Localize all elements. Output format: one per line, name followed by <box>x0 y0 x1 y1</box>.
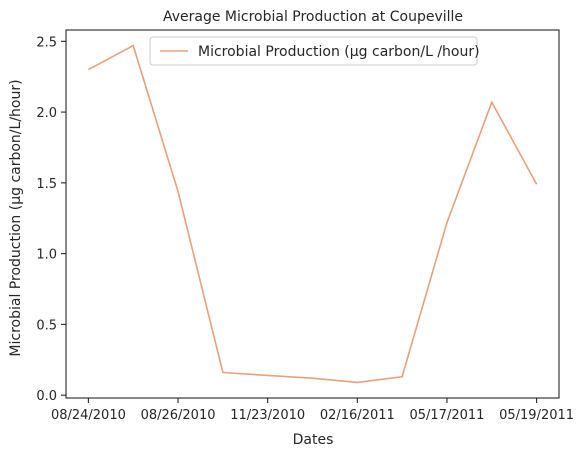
legend: Microbial Production (µg carbon/L /hour) <box>149 36 480 66</box>
legend-label: Microbial Production (µg carbon/L /hour) <box>198 44 480 60</box>
x-tick-label: 05/19/2011 <box>499 408 574 423</box>
y-tick-label: 2.5 <box>36 35 57 50</box>
plot-area-frame <box>65 29 560 399</box>
x-axis-label: Dates <box>293 432 334 448</box>
x-tick-label: 02/16/2011 <box>320 408 395 423</box>
x-tick-label: 08/24/2010 <box>51 408 126 423</box>
y-tick-label: 2.0 <box>36 106 57 121</box>
y-axis-label: Microbial Production (µg carbon/L/hour) <box>8 79 24 356</box>
y-axis: 0.0 0.5 1.0 1.5 2.0 2.5 <box>36 35 66 404</box>
x-axis: 08/24/2010 08/26/2010 11/23/2010 02/16/2011… <box>51 398 574 423</box>
series-line <box>88 44 538 384</box>
chart-title: Average Microbial Production at Coupevil… <box>163 9 463 25</box>
y-tick-label: 1.5 <box>36 177 57 192</box>
x-tick-label: 08/26/2010 <box>141 408 216 423</box>
y-tick-label: 1.0 <box>36 248 57 263</box>
y-tick-label: 0.0 <box>36 389 57 404</box>
x-tick-label: 11/23/2010 <box>230 408 305 423</box>
legend-frame <box>149 36 478 66</box>
y-tick-label: 0.5 <box>36 318 57 333</box>
x-tick-label: 05/17/2011 <box>409 408 484 423</box>
